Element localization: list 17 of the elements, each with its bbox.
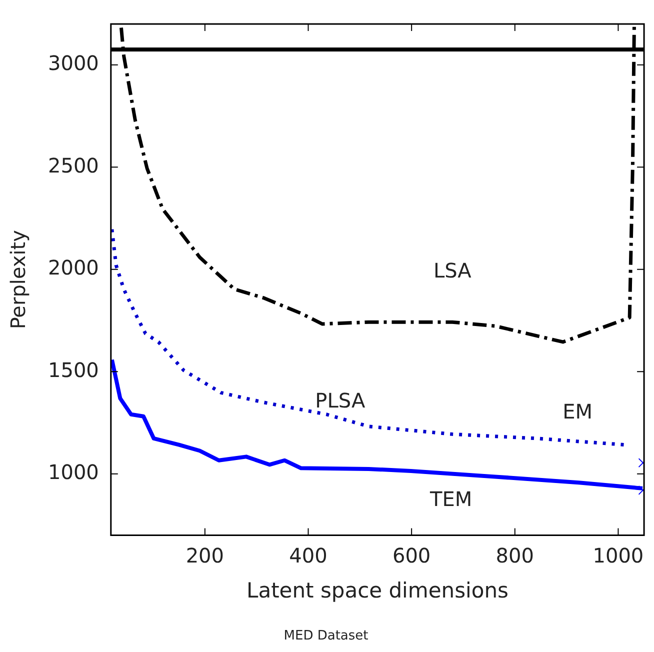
x-tick-label: 1000 [592,543,644,568]
series-label: LSA [433,258,472,282]
y-tick-label: 1000 [48,460,99,484]
series-label: TEM [428,487,472,512]
text: MED Dataset [284,628,368,644]
y-tick-label: 2000 [48,256,99,280]
x-tick-label: 200 [186,543,224,568]
series-label: EM [562,400,593,424]
y-tick-label: 3000 [48,51,99,76]
y-tick-label: 1500 [48,358,99,382]
x-tick-label: 600 [392,543,431,568]
x-axis-title: Latent space dimensions [246,578,508,602]
x-tick-label: 800 [496,543,534,568]
annotation: PLSA [315,388,366,412]
y-axis-title: Perplexity [6,230,30,330]
y-tick-label: 2500 [48,153,99,178]
x-tick-label: 400 [289,543,328,568]
